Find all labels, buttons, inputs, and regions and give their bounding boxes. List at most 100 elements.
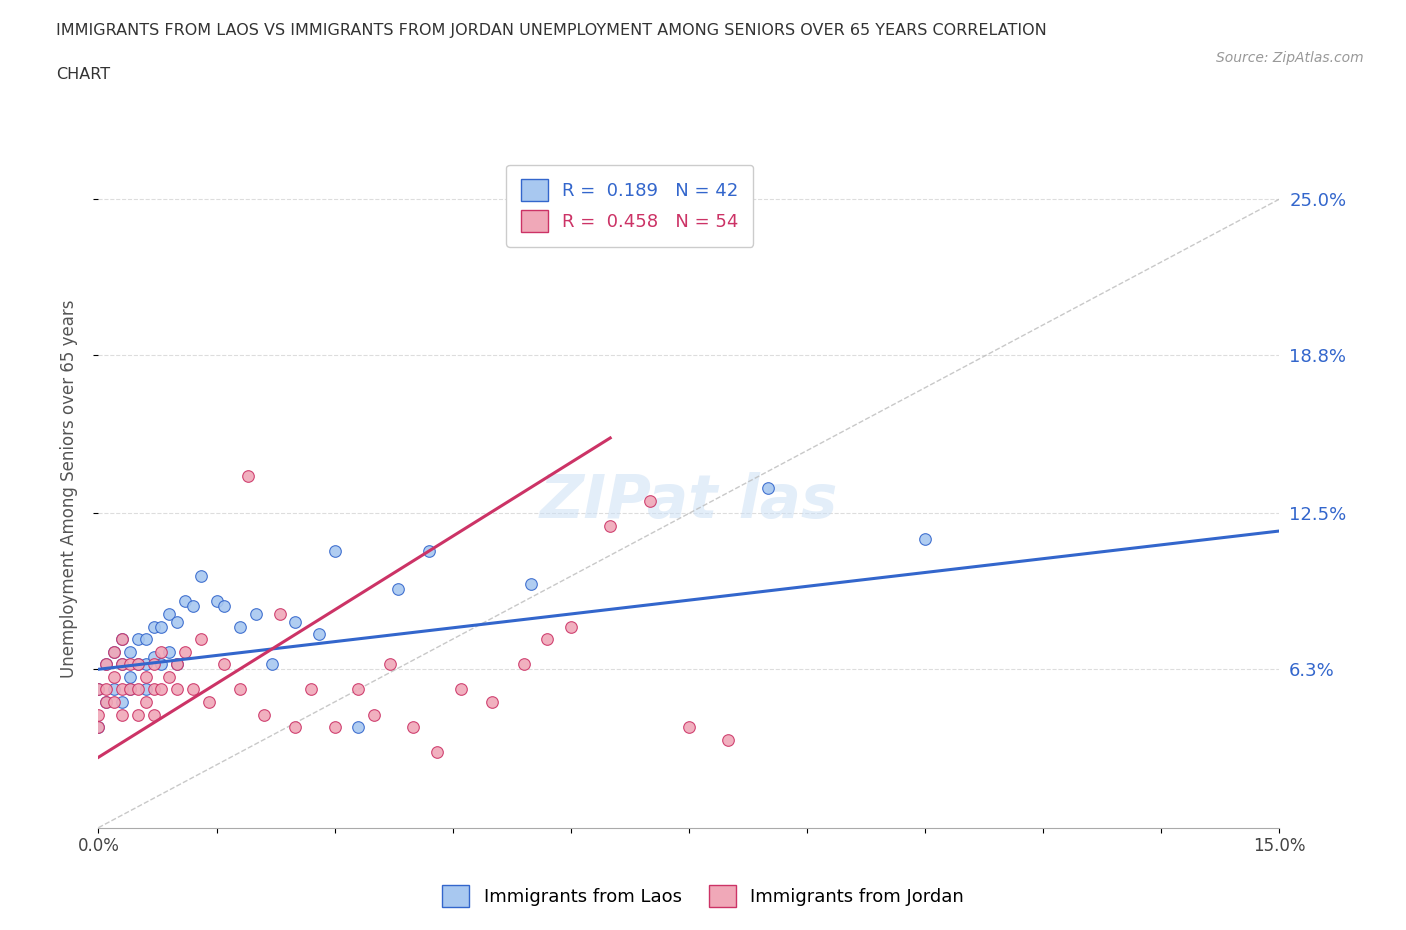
Point — [87, 682, 110, 697]
Point — [197, 695, 219, 710]
Point — [96, 657, 118, 671]
Point — [103, 644, 125, 659]
Point — [127, 657, 149, 671]
Point — [512, 657, 534, 671]
Point — [426, 745, 449, 760]
Point — [402, 720, 425, 735]
Point — [150, 682, 173, 697]
Point — [599, 519, 621, 534]
Point — [118, 670, 141, 684]
Point — [229, 682, 252, 697]
Point — [96, 682, 118, 697]
Point — [157, 606, 180, 621]
Point — [756, 481, 779, 496]
Point — [135, 670, 157, 684]
Text: ZIPat las: ZIPat las — [540, 472, 838, 531]
Point — [308, 627, 330, 642]
Point — [96, 695, 118, 710]
Point — [96, 695, 118, 710]
Point — [536, 631, 558, 646]
Point — [214, 657, 236, 671]
Point — [174, 594, 197, 609]
Point — [174, 644, 197, 659]
Point — [166, 657, 188, 671]
Point — [103, 695, 125, 710]
Point — [111, 631, 134, 646]
Text: Source: ZipAtlas.com: Source: ZipAtlas.com — [1216, 51, 1364, 65]
Point — [87, 707, 110, 722]
Point — [284, 720, 307, 735]
Point — [150, 619, 173, 634]
Point — [363, 707, 385, 722]
Point — [245, 606, 267, 621]
Point — [520, 577, 543, 591]
Point — [678, 720, 700, 735]
Point — [87, 720, 110, 735]
Text: CHART: CHART — [56, 67, 110, 82]
Point — [150, 644, 173, 659]
Point — [157, 644, 180, 659]
Y-axis label: Unemployment Among Seniors over 65 years: Unemployment Among Seniors over 65 years — [59, 299, 77, 677]
Point — [118, 657, 141, 671]
Point — [127, 707, 149, 722]
Point — [181, 682, 204, 697]
Point — [142, 707, 165, 722]
Point — [323, 544, 346, 559]
Point — [111, 682, 134, 697]
Point — [103, 682, 125, 697]
Point — [378, 657, 401, 671]
Point — [111, 657, 134, 671]
Point — [87, 720, 110, 735]
Point — [135, 682, 157, 697]
Point — [157, 670, 180, 684]
Point — [135, 631, 157, 646]
Point — [214, 599, 236, 614]
Point — [166, 657, 188, 671]
Point — [284, 614, 307, 629]
Point — [560, 619, 582, 634]
Point — [269, 606, 291, 621]
Point — [190, 569, 212, 584]
Point — [229, 619, 252, 634]
Point — [205, 594, 228, 609]
Point — [299, 682, 322, 697]
Point — [127, 631, 149, 646]
Point — [150, 657, 173, 671]
Point — [236, 468, 259, 483]
Legend: Immigrants from Laos, Immigrants from Jordan: Immigrants from Laos, Immigrants from Jo… — [433, 876, 973, 916]
Point — [142, 657, 165, 671]
Point — [103, 644, 125, 659]
Point — [111, 695, 134, 710]
Point — [347, 682, 370, 697]
Point — [118, 644, 141, 659]
Point — [260, 657, 283, 671]
Point — [111, 657, 134, 671]
Point — [135, 657, 157, 671]
Point — [127, 657, 149, 671]
Point — [717, 732, 740, 747]
Point — [418, 544, 440, 559]
Text: IMMIGRANTS FROM LAOS VS IMMIGRANTS FROM JORDAN UNEMPLOYMENT AMONG SENIORS OVER 6: IMMIGRANTS FROM LAOS VS IMMIGRANTS FROM … — [56, 23, 1047, 38]
Point — [387, 581, 409, 596]
Legend: R =  0.189   N = 42, R =  0.458   N = 54: R = 0.189 N = 42, R = 0.458 N = 54 — [506, 165, 754, 246]
Point — [118, 682, 141, 697]
Point — [181, 599, 204, 614]
Point — [253, 707, 276, 722]
Point — [127, 682, 149, 697]
Point — [166, 682, 188, 697]
Point — [111, 631, 134, 646]
Point — [481, 695, 503, 710]
Point — [87, 682, 110, 697]
Point — [118, 682, 141, 697]
Point — [166, 614, 188, 629]
Point — [142, 649, 165, 664]
Point — [111, 707, 134, 722]
Point — [96, 657, 118, 671]
Point — [914, 531, 936, 546]
Point — [142, 619, 165, 634]
Point — [323, 720, 346, 735]
Point — [135, 695, 157, 710]
Point — [190, 631, 212, 646]
Point — [450, 682, 472, 697]
Point — [638, 494, 661, 509]
